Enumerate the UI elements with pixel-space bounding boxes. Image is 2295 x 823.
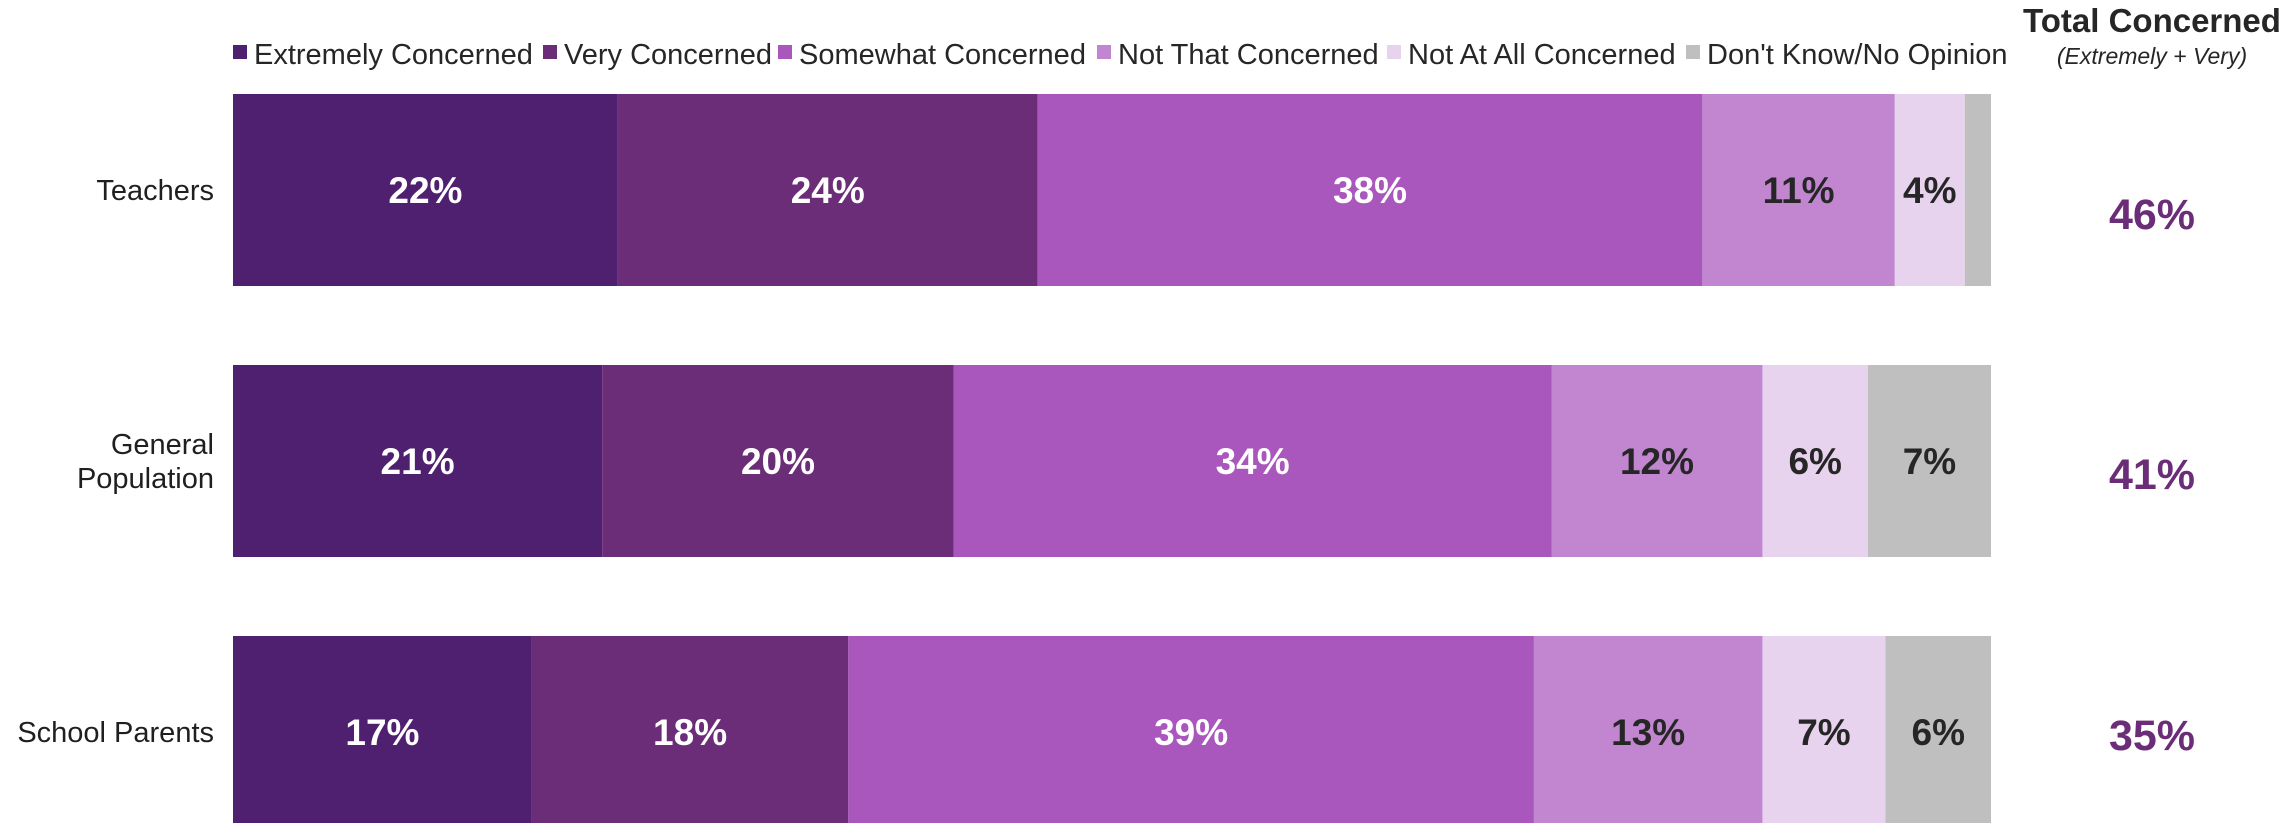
legend-item: Not That Concerned [1097, 39, 1379, 71]
bar-segment [1702, 94, 1895, 286]
total-concerned-header: Total Concerned (Extremely + Very) [2023, 2, 2281, 69]
total-concerned-title: Total Concerned [2023, 2, 2281, 39]
bar-segment [1533, 636, 1763, 823]
category-label: General Population [77, 429, 214, 495]
data-label: 24% [791, 170, 865, 211]
bar-segment [617, 94, 1038, 286]
category-label: School Parents [17, 717, 214, 749]
data-label: 21% [381, 441, 455, 482]
data-label: 12% [1620, 441, 1694, 482]
data-label: 34% [1216, 441, 1290, 482]
legend-swatch [1686, 45, 1700, 59]
total-concerned-value: 41% [2109, 451, 2195, 499]
legend-label: Not At All Concerned [1408, 39, 1676, 71]
category-labels: Teachers General Population School Parents [17, 175, 214, 749]
data-label: 22% [388, 170, 462, 211]
total-concerned-values: 46% 41% 35% [2109, 191, 2195, 760]
legend-swatch [778, 45, 792, 59]
bar-segment [233, 94, 618, 286]
data-label: 13% [1611, 712, 1685, 753]
data-label: 6% [1912, 712, 1965, 753]
total-concerned-value: 35% [2109, 712, 2195, 760]
bar-segment [233, 636, 532, 823]
data-label: 18% [653, 712, 727, 753]
legend-swatch [233, 45, 247, 59]
bar-segment [1762, 365, 1868, 557]
data-label: 7% [1797, 712, 1850, 753]
data-label: 20% [741, 441, 815, 482]
legend-label: Somewhat Concerned [799, 39, 1086, 71]
bar-segment [1964, 94, 1991, 286]
legend-item: Don't Know/No Opinion [1686, 39, 2008, 71]
legend-swatch [1097, 45, 1111, 59]
legend-item: Extremely Concerned [233, 39, 533, 71]
bar-segment [1037, 94, 1703, 286]
data-label: 4% [1903, 170, 1956, 211]
legend-label: Very Concerned [564, 39, 772, 71]
bar-segment [1894, 94, 1965, 286]
data-label: 7% [1903, 441, 1956, 482]
bar-row: 22% 24% 38% 11% 4% [233, 94, 1991, 286]
bar-row: 17% 18% 39% 13% 7% 6% [233, 636, 1991, 823]
data-label: 11% [1763, 170, 1835, 211]
legend-item: Very Concerned [543, 39, 772, 71]
legend-swatch [1387, 45, 1401, 59]
data-label: 39% [1154, 712, 1228, 753]
total-concerned-subtitle: (Extremely + Very) [2057, 43, 2247, 69]
legend-label: Extremely Concerned [254, 39, 533, 71]
legend-item: Not At All Concerned [1387, 39, 1676, 71]
bar-segment [1867, 365, 1991, 557]
chart-legend: Extremely Concerned Very Concerned Somewha… [233, 39, 2008, 71]
bar-segment [1762, 636, 1886, 823]
data-label: 38% [1333, 170, 1407, 211]
bar-segment [848, 636, 1534, 823]
legend-item: Somewhat Concerned [778, 39, 1086, 71]
bar-segment [233, 365, 603, 557]
data-label: 17% [345, 712, 419, 753]
data-label: 6% [1788, 441, 1841, 482]
bar-segment [953, 365, 1552, 557]
legend-swatch [543, 45, 557, 59]
bar-segment [1885, 636, 1991, 823]
bar-segment [1551, 365, 1763, 557]
legend-label: Don't Know/No Opinion [1707, 39, 2008, 71]
bar-row: 21% 20% 34% 12% 6% 7% [233, 365, 1991, 557]
bar-segments: 22% 24% 38% 11% 4%21% 20% 34% 12% 6% 7%17% 18% 39% 1… [233, 94, 1991, 823]
legend-label: Not That Concerned [1118, 39, 1379, 71]
bar-segment [602, 365, 954, 557]
total-concerned-value: 46% [2109, 191, 2195, 239]
category-label: Teachers [96, 175, 214, 207]
bar-segment [531, 636, 849, 823]
